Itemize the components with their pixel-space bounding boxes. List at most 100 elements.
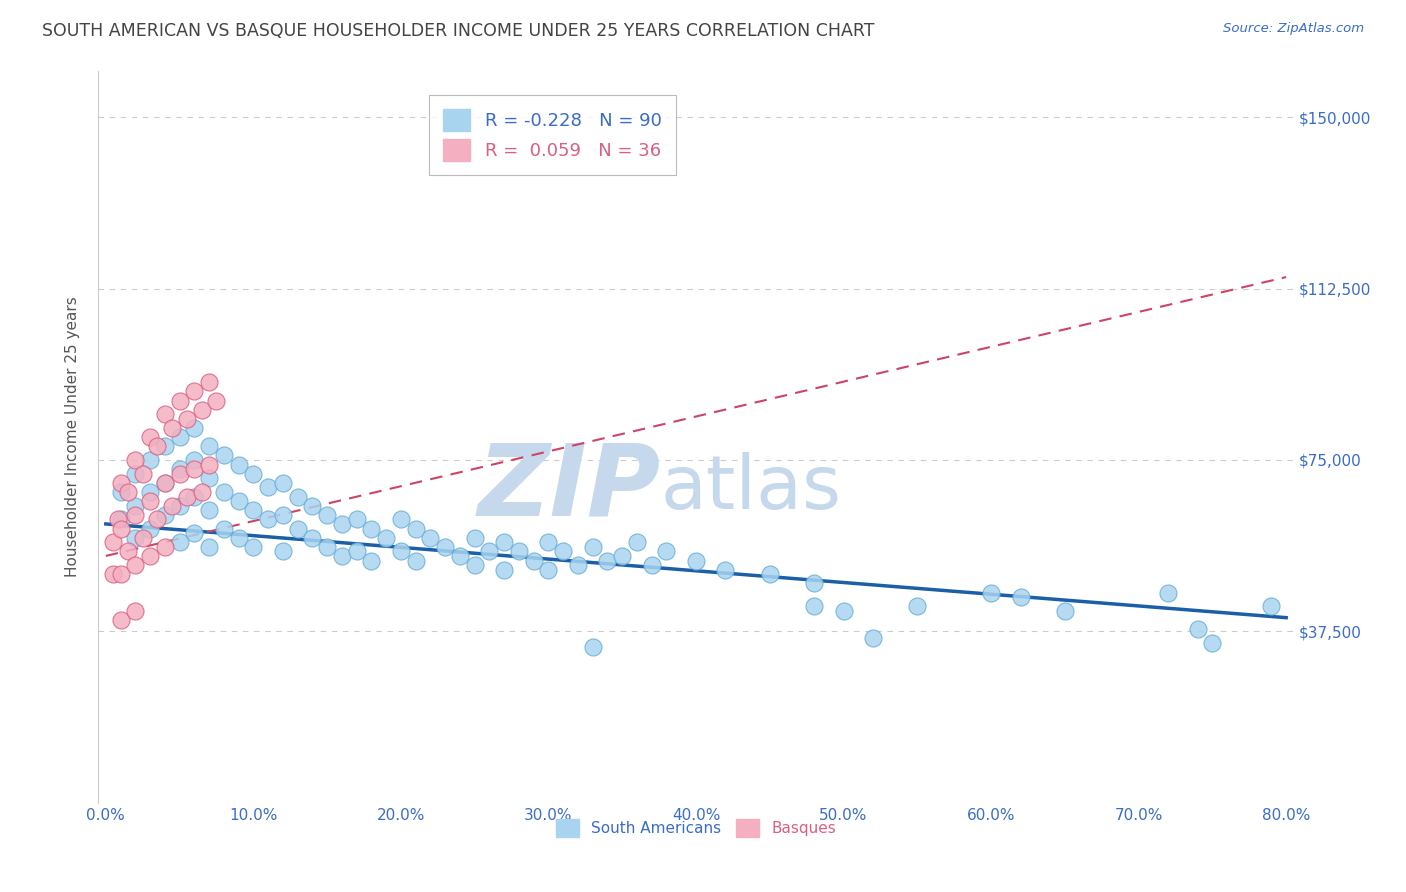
Point: [183, 526, 205, 541]
Point: [567, 558, 589, 573]
Point: [117, 544, 139, 558]
Point: [360, 553, 382, 567]
Point: [1201, 636, 1223, 650]
Point: [183, 421, 205, 435]
Point: [169, 499, 191, 513]
Point: [360, 521, 382, 535]
Point: [139, 549, 162, 563]
Point: [169, 535, 191, 549]
Point: [101, 567, 124, 582]
Point: [139, 453, 162, 467]
Point: [110, 567, 132, 582]
Point: [389, 544, 412, 558]
Point: [169, 462, 191, 476]
Point: [139, 430, 162, 444]
Point: [176, 490, 198, 504]
Point: [434, 540, 457, 554]
Point: [242, 503, 264, 517]
Point: [905, 599, 928, 614]
Point: [153, 540, 176, 554]
Text: SOUTH AMERICAN VS BASQUE HOUSEHOLDER INCOME UNDER 25 YEARS CORRELATION CHART: SOUTH AMERICAN VS BASQUE HOUSEHOLDER INC…: [42, 22, 875, 40]
Point: [612, 549, 634, 563]
Point: [124, 453, 146, 467]
Point: [198, 540, 221, 554]
Text: atlas: atlas: [661, 451, 841, 524]
Text: ZIP: ZIP: [477, 440, 661, 537]
Point: [139, 494, 162, 508]
Point: [212, 484, 235, 499]
Point: [271, 475, 294, 490]
Point: [582, 640, 605, 655]
Point: [464, 531, 486, 545]
Point: [758, 567, 780, 582]
Point: [537, 535, 560, 549]
Point: [1053, 604, 1076, 618]
Point: [124, 467, 146, 481]
Point: [405, 521, 427, 535]
Point: [124, 499, 146, 513]
Point: [169, 467, 191, 481]
Point: [346, 544, 368, 558]
Point: [316, 508, 339, 522]
Point: [228, 458, 250, 472]
Y-axis label: Householder Income Under 25 years: Householder Income Under 25 years: [65, 297, 80, 577]
Point: [301, 531, 323, 545]
Point: [117, 484, 139, 499]
Point: [198, 375, 221, 389]
Point: [146, 439, 169, 453]
Point: [169, 430, 191, 444]
Point: [212, 448, 235, 462]
Point: [1010, 590, 1032, 604]
Point: [271, 508, 294, 522]
Point: [862, 632, 884, 646]
Point: [183, 384, 205, 399]
Point: [198, 503, 221, 517]
Point: [330, 549, 353, 563]
Point: [1157, 585, 1180, 599]
Point: [169, 393, 191, 408]
Point: [110, 613, 132, 627]
Point: [287, 490, 309, 504]
Point: [228, 494, 250, 508]
Point: [153, 475, 176, 490]
Point: [183, 490, 205, 504]
Point: [242, 467, 264, 481]
Point: [1260, 599, 1282, 614]
Point: [346, 512, 368, 526]
Point: [190, 484, 212, 499]
Point: [131, 467, 153, 481]
Point: [641, 558, 664, 573]
Point: [655, 544, 678, 558]
Point: [419, 531, 441, 545]
Point: [685, 553, 707, 567]
Point: [146, 512, 169, 526]
Point: [190, 402, 212, 417]
Point: [139, 521, 162, 535]
Point: [596, 553, 619, 567]
Point: [478, 544, 501, 558]
Point: [139, 484, 162, 499]
Point: [124, 531, 146, 545]
Point: [124, 508, 146, 522]
Point: [626, 535, 648, 549]
Point: [389, 512, 412, 526]
Point: [153, 475, 176, 490]
Point: [287, 521, 309, 535]
Point: [464, 558, 486, 573]
Point: [110, 521, 132, 535]
Legend: South Americans, Basques: South Americans, Basques: [547, 809, 845, 847]
Point: [198, 471, 221, 485]
Point: [160, 421, 183, 435]
Point: [107, 512, 129, 526]
Point: [198, 458, 221, 472]
Point: [330, 516, 353, 531]
Point: [257, 480, 280, 494]
Point: [301, 499, 323, 513]
Point: [803, 599, 825, 614]
Point: [110, 512, 132, 526]
Point: [494, 563, 516, 577]
Point: [131, 531, 153, 545]
Point: [153, 407, 176, 421]
Text: Source: ZipAtlas.com: Source: ZipAtlas.com: [1223, 22, 1364, 36]
Point: [124, 558, 146, 573]
